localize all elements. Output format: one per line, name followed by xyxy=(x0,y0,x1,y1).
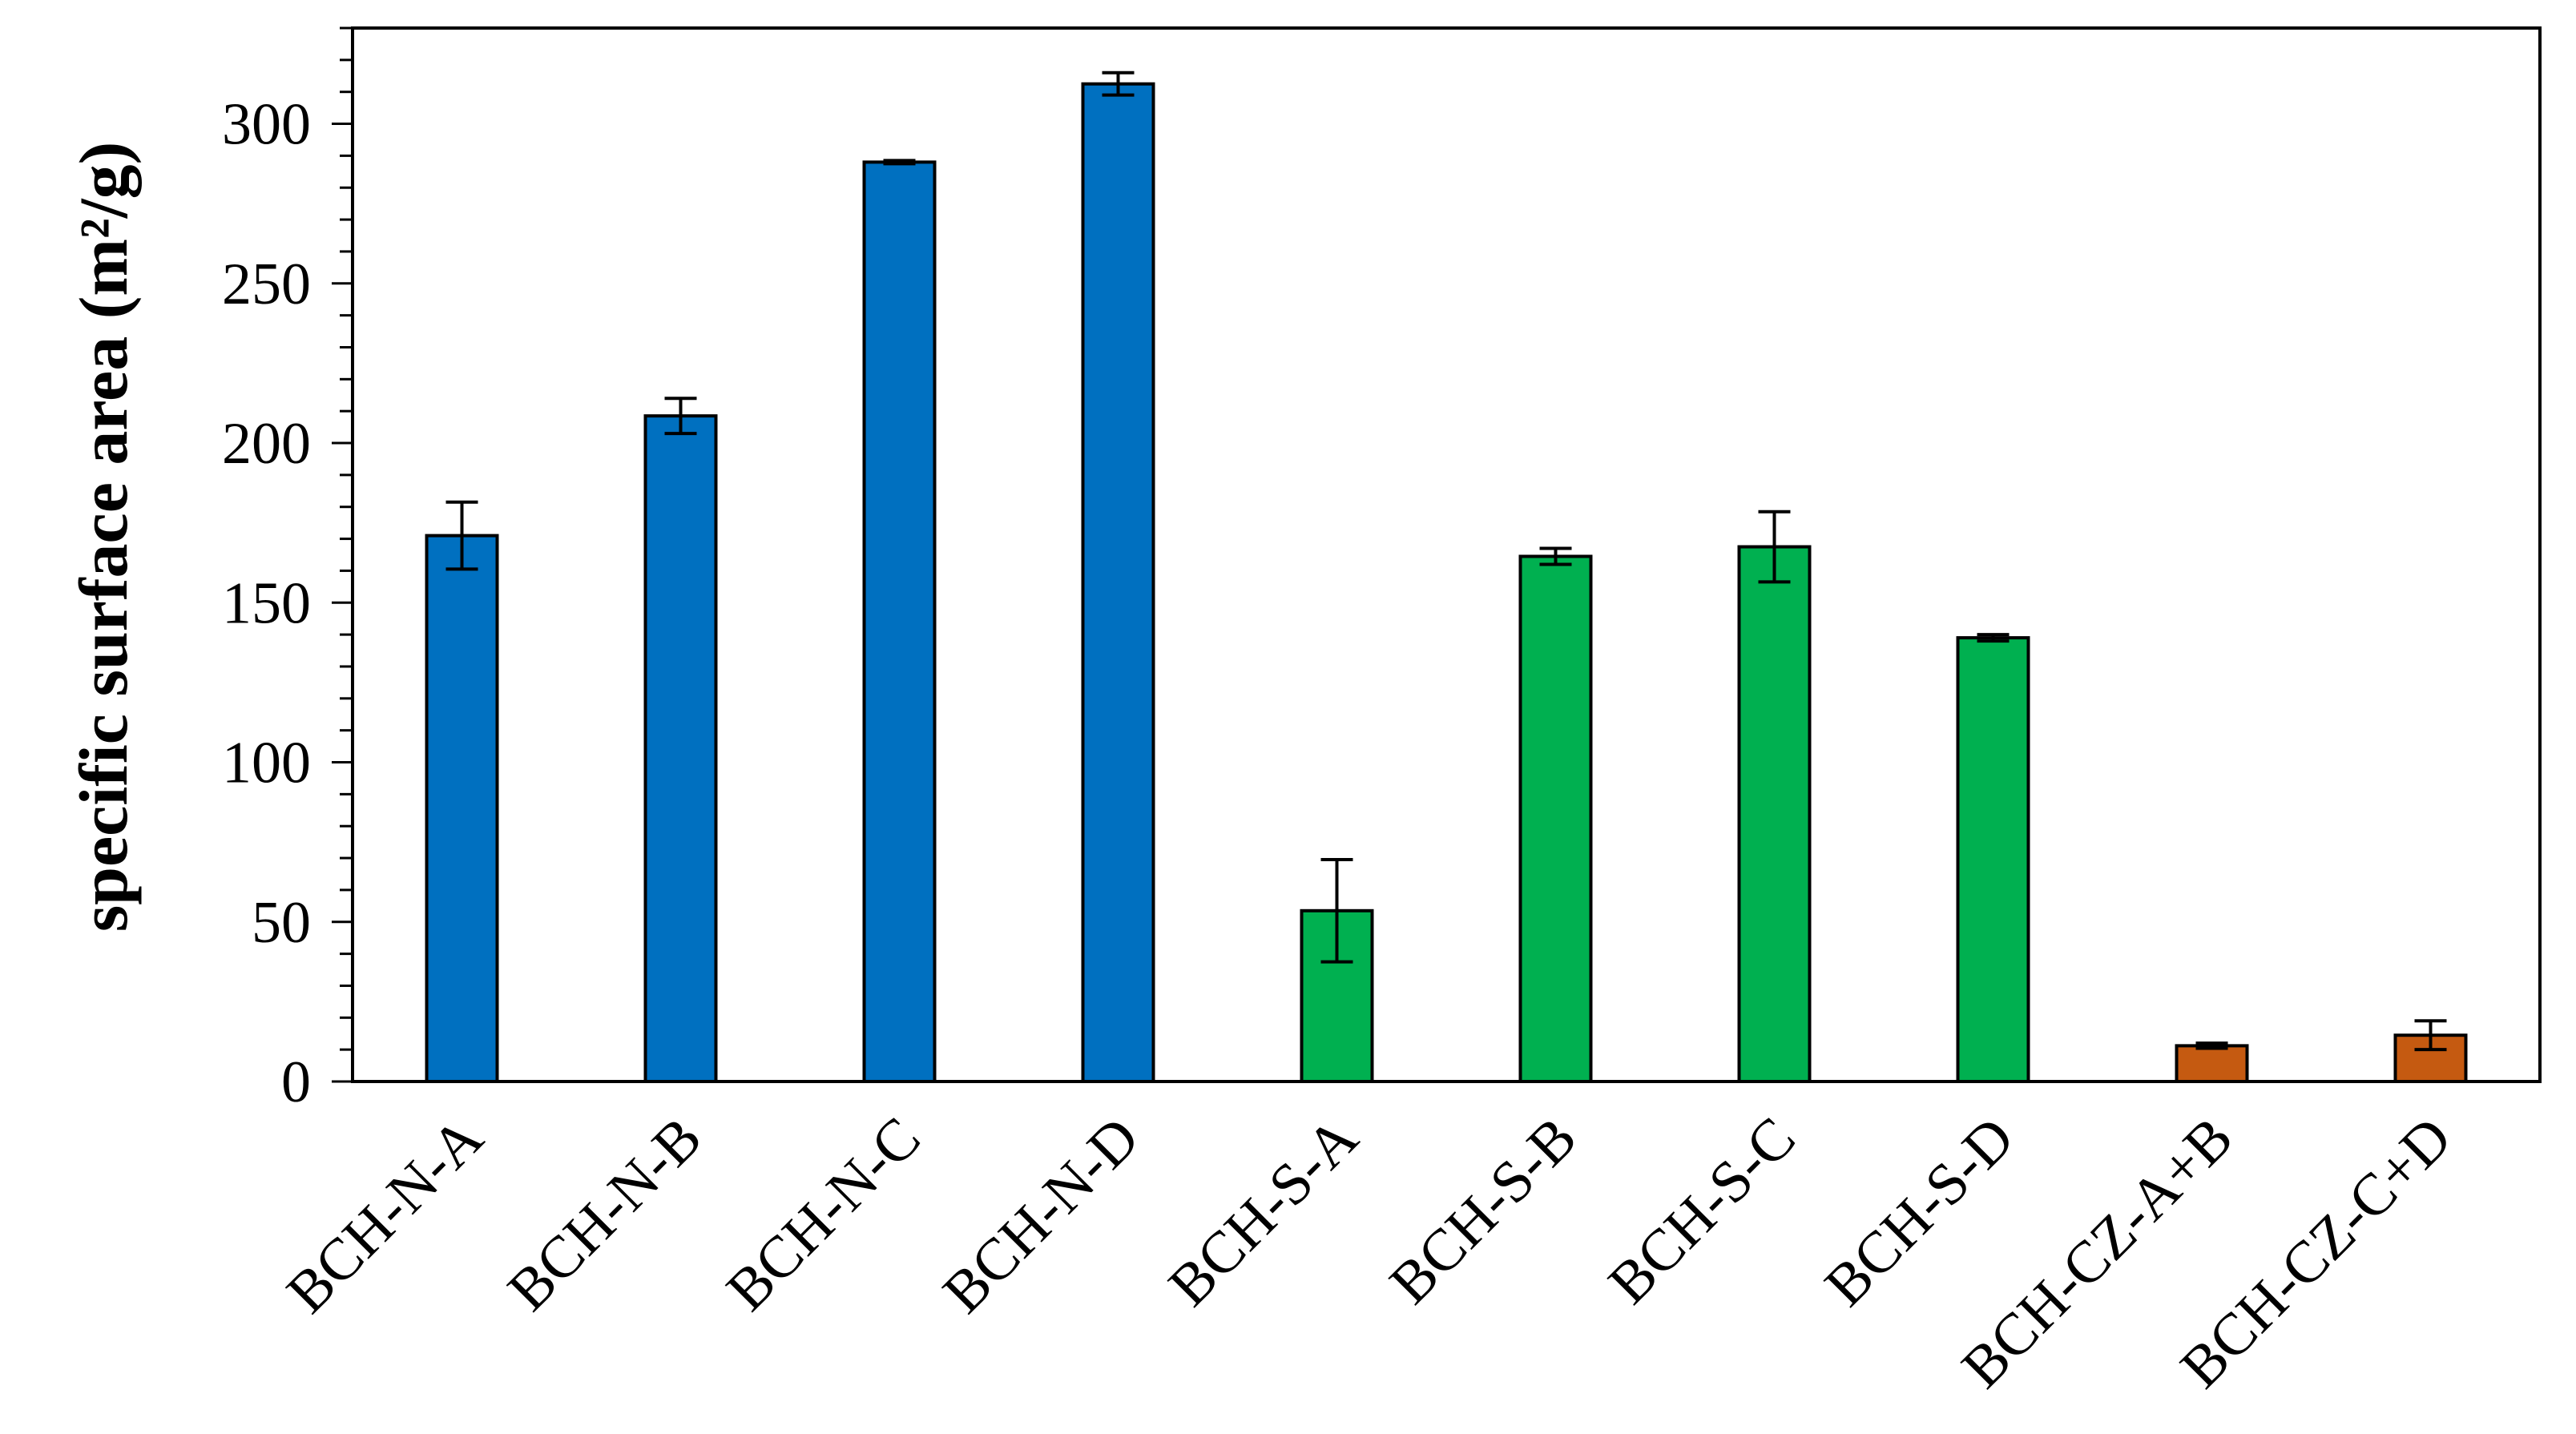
error-bar xyxy=(1539,546,1572,566)
x-tick-label: BCH-N-C xyxy=(714,1105,933,1323)
bar xyxy=(425,534,499,1083)
y-tick-label: 250 xyxy=(222,252,311,317)
error-bar xyxy=(1977,633,2010,643)
error-bar xyxy=(1102,70,1135,97)
x-tick-label: BCH-S-A xyxy=(1156,1105,1370,1319)
error-bar xyxy=(1320,858,1353,964)
error-bars xyxy=(445,70,2447,1052)
error-bar xyxy=(664,397,697,436)
plot-border xyxy=(351,26,2542,1083)
y-axis-title: specific surface area (m²/g) xyxy=(65,142,142,933)
y-tick-label: 300 xyxy=(222,92,311,158)
error-bar xyxy=(883,159,916,166)
bar xyxy=(862,160,937,1083)
x-tick-label: BCH-S-D xyxy=(1812,1105,2026,1319)
bar xyxy=(1518,554,1593,1083)
y-tick-label: 50 xyxy=(252,890,311,956)
y-tick-label: 200 xyxy=(222,411,311,477)
bar xyxy=(1081,82,1155,1083)
bars xyxy=(425,82,2468,1084)
bar xyxy=(643,414,718,1083)
bar xyxy=(1956,636,2030,1083)
y-tick-label: 0 xyxy=(281,1049,311,1115)
y-tick-label: 150 xyxy=(222,570,311,636)
x-tick-label: BCH-N-A xyxy=(275,1105,496,1326)
y-axis-tick-labels: 0 50 100 150 200 250 300 xyxy=(222,92,311,1115)
error-bar xyxy=(2414,1019,2447,1052)
error-bar xyxy=(445,500,478,571)
error-bar xyxy=(2195,1041,2228,1050)
x-tick-label: BCH-N-D xyxy=(931,1105,1152,1326)
plot-frame xyxy=(351,26,2542,1083)
error-bar xyxy=(1758,510,1791,584)
y-tick-label: 100 xyxy=(222,731,311,796)
bar xyxy=(2175,1044,2249,1084)
x-tick-label: BCH-S-B xyxy=(1377,1105,1589,1316)
x-tick-label: BCH-N-B xyxy=(495,1105,714,1323)
bar xyxy=(1737,545,1812,1083)
y-axis-ticks xyxy=(332,26,353,1083)
x-tick-label: BCH-S-C xyxy=(1596,1105,1808,1316)
